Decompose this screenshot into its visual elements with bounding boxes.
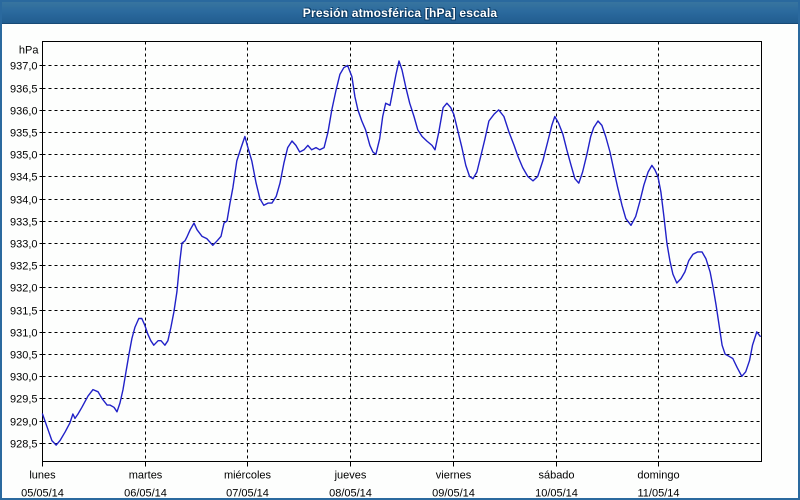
y-tick-label: 931,5 [10, 306, 38, 318]
y-tick-label: 930,5 [10, 350, 38, 362]
y-tick-label: 929,5 [10, 394, 38, 406]
x-day-label: domingo [637, 470, 679, 482]
y-tick-label: 929,0 [10, 417, 38, 429]
x-day-label: viernes [436, 470, 472, 482]
x-day-label: jueves [334, 470, 367, 482]
x-day-label: miércoles [224, 470, 272, 482]
y-tick-label: 928,5 [10, 439, 38, 451]
x-date-label: 11/05/14 [637, 488, 679, 500]
plot-border [42, 41, 762, 462]
x-date-label: 06/05/14 [124, 488, 167, 500]
x-date-label: 07/05/14 [226, 488, 269, 500]
y-axis-unit-label: hPa [19, 45, 39, 57]
x-day-label: martes [129, 470, 163, 482]
y-tick-label: 931,0 [10, 328, 38, 340]
x-day-label: sábado [538, 470, 574, 482]
y-tick-label: 932,0 [10, 283, 38, 295]
y-tick-label: 933,0 [10, 239, 38, 251]
y-tick-label: 936,5 [10, 84, 38, 96]
x-date-label: 10/05/14 [535, 488, 578, 500]
y-tick-label: 932,5 [10, 261, 38, 273]
y-tick-label: 933,5 [10, 217, 38, 229]
y-tick-label: 935,5 [10, 128, 38, 140]
x-date-label: 08/05/14 [329, 488, 372, 500]
y-tick-label: 934,0 [10, 195, 38, 207]
y-tick-label: 936,0 [10, 106, 38, 118]
y-tick-label: 930,0 [10, 372, 38, 384]
title-bar: Presión atmosférica [hPa] escala [2, 2, 798, 24]
pressure-line [41, 60, 761, 446]
y-tick-label: 935,0 [10, 150, 38, 162]
chart-title: Presión atmosférica [hPa] escala [302, 5, 498, 20]
y-tick-label: 937,0 [10, 61, 38, 73]
x-date-label: 05/05/14 [21, 488, 64, 500]
x-day-label: lunes [29, 470, 56, 482]
y-tick-label: 934,5 [10, 172, 38, 184]
x-date-label: 09/05/14 [432, 488, 475, 500]
chart-svg: 937,0 936,5 936,0 935,5 935,0 934,5 934,0 933,5… [10, 41, 762, 500]
